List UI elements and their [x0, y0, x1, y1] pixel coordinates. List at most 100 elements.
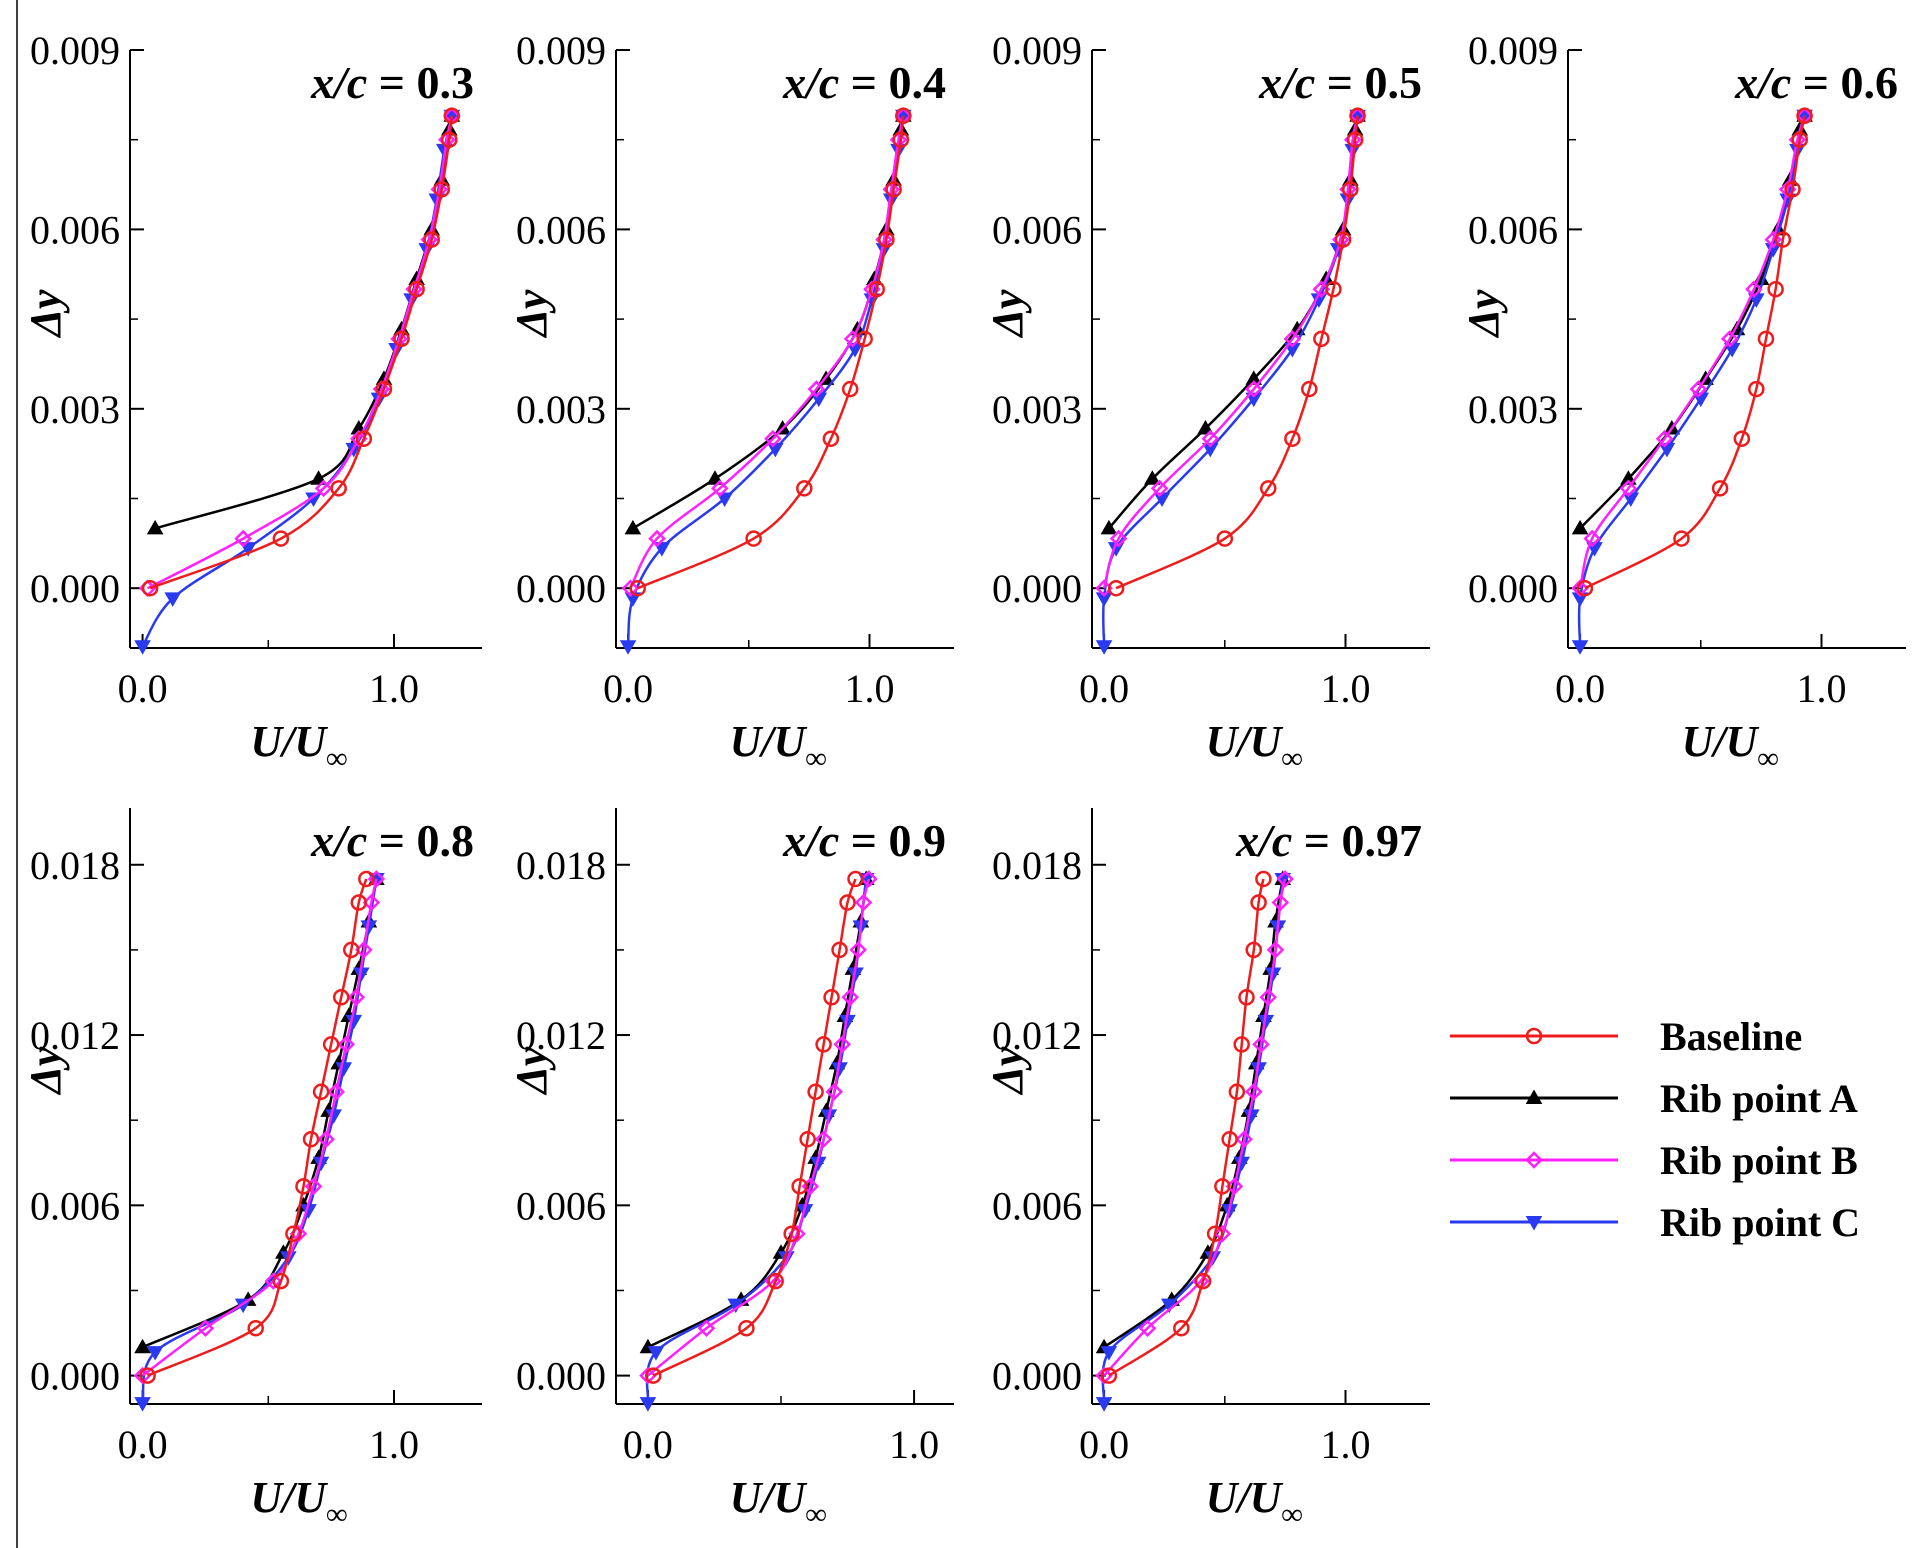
marker-rib-point-b — [317, 1130, 335, 1148]
series-line-rib-point-b — [141, 878, 378, 1377]
series-line-rib-point-a — [1579, 115, 1806, 530]
marker-baseline — [285, 1225, 302, 1242]
marker-baseline — [1673, 530, 1690, 547]
y-tick-label: 0.009 — [30, 28, 120, 73]
marker-rib-point-b — [849, 941, 867, 959]
marker-baseline — [895, 107, 912, 125]
y-axis-label: Δy — [21, 1046, 70, 1096]
marker-baseline — [247, 1319, 264, 1337]
marker-rib-point-b — [825, 1083, 844, 1101]
marker-baseline — [799, 1130, 816, 1148]
series-group — [133, 870, 386, 1412]
marker-baseline — [1301, 380, 1318, 398]
x-axis-label: U/U∞ — [250, 717, 347, 775]
x-tick-label: 0.0 — [1555, 666, 1605, 711]
marker-rib-point-b — [1655, 429, 1674, 448]
x-tick-label: 0.0 — [1079, 666, 1129, 711]
marker-rib-point-b — [833, 1035, 851, 1054]
x-tick-label: 1.0 — [1321, 666, 1371, 711]
marker-baseline — [1238, 989, 1255, 1006]
marker-baseline — [1233, 1036, 1250, 1053]
marker-baseline — [831, 941, 848, 959]
y-tick-label: 0.003 — [992, 387, 1082, 432]
y-tick-label: 0.006 — [516, 207, 606, 252]
series-line-baseline — [1108, 878, 1265, 1377]
x-tick-label: 1.0 — [369, 1422, 419, 1467]
marker-baseline — [1784, 181, 1801, 198]
legend-marker-rib-point-c — [1525, 1216, 1543, 1231]
marker-rib-point-b — [350, 429, 368, 448]
marker-baseline — [302, 1130, 320, 1148]
marker-rib-point-b — [1201, 429, 1220, 448]
marker-rib-point-b — [133, 1366, 152, 1385]
marker-baseline — [1791, 131, 1809, 148]
series-line-rib-point-a — [142, 878, 378, 1349]
marker-baseline — [815, 1036, 832, 1053]
marker-rib-point-b — [1095, 1366, 1113, 1385]
series-line-baseline — [147, 878, 368, 1377]
marker-rib-point-b — [814, 1130, 833, 1148]
marker-baseline — [1349, 107, 1366, 125]
y-tick-label: 0.012 — [516, 1013, 606, 1058]
marker-rib-point-b — [1150, 479, 1169, 498]
marker-rib-point-b — [1235, 1130, 1253, 1148]
marker-baseline — [1259, 480, 1277, 497]
marker-rib-point-a — [146, 519, 164, 535]
x-tick-label: 0.0 — [623, 1422, 673, 1467]
marker-rib-point-c — [716, 492, 733, 508]
y-tick-label: 0.003 — [30, 387, 120, 432]
marker-rib-point-b — [1583, 529, 1601, 548]
marker-rib-point-a — [1100, 519, 1118, 535]
legend-marker-rib-point-b — [1525, 1151, 1543, 1169]
y-tick-label: 0.006 — [992, 207, 1082, 252]
marker-baseline — [1284, 430, 1301, 447]
x-tick-label: 1.0 — [369, 666, 419, 711]
legend-label-rib-point-b: Rib point B — [1660, 1138, 1858, 1183]
y-tick-label: 0.012 — [992, 1013, 1082, 1058]
marker-baseline — [1313, 330, 1330, 348]
y-axis-label: Δy — [983, 289, 1032, 339]
marker-rib-point-c — [1202, 442, 1219, 458]
marker-baseline — [312, 1083, 330, 1101]
legend: Baseline Rib point A Rib point B Rib point … — [1450, 1014, 1860, 1245]
x-tick-label: 1.0 — [845, 666, 895, 711]
marker-baseline — [645, 1367, 662, 1384]
series-group — [619, 107, 913, 655]
y-tick-label: 0.018 — [516, 843, 606, 888]
x-axis-label: U/U∞ — [1206, 1473, 1303, 1531]
marker-rib-point-b — [337, 1035, 355, 1054]
chart-panel-6: 0.000 0.006 0.012 0.018 0.0 1.0 U/U∞ Δy x/c = 0.… — [507, 808, 954, 1531]
marker-baseline — [423, 231, 440, 248]
series-line-baseline — [652, 878, 857, 1377]
marker-rib-point-b — [639, 1366, 657, 1385]
series-line-rib-point-c — [1577, 115, 1806, 647]
marker-rib-point-b — [1571, 579, 1589, 597]
marker-baseline — [847, 870, 864, 888]
marker-rib-point-c — [239, 542, 257, 557]
x-axis-label: U/U∞ — [730, 717, 827, 775]
marker-rib-point-b — [1244, 380, 1263, 398]
legend-label-rib-point-a: Rib point A — [1660, 1076, 1858, 1121]
y-axis-label: Δy — [983, 1046, 1032, 1096]
panel-title: x/c = 0.9 — [782, 815, 946, 866]
marker-rib-point-c — [134, 1397, 151, 1412]
y-tick-label: 0.000 — [516, 1354, 606, 1399]
chart-panel-2: 0.000 0.003 0.006 0.009 0.0 1.0 U/U∞ Δy x/c = 0.… — [507, 28, 954, 775]
marker-rib-point-a — [624, 519, 642, 535]
marker-rib-point-b — [621, 579, 640, 597]
y-axis-label: Δy — [507, 1046, 556, 1096]
chart-panel-3: 0.000 0.003 0.006 0.009 0.0 1.0 U/U∞ Δy x/c = 0.… — [983, 28, 1430, 775]
marker-baseline — [738, 1319, 755, 1337]
marker-rib-point-b — [697, 1319, 716, 1337]
marker-rib-point-a — [1197, 420, 1214, 435]
marker-baseline — [330, 480, 347, 497]
marker-rib-point-a — [1144, 470, 1161, 485]
panel-title: x/c = 0.3 — [310, 57, 474, 108]
marker-rib-point-a — [1245, 370, 1263, 385]
y-tick-label: 0.003 — [516, 387, 606, 432]
y-tick-label: 0.000 — [992, 1354, 1082, 1399]
chart-panel-1: 0.000 0.003 0.006 0.009 0.0 1.0 U/U∞ Δy x/c = 0.… — [21, 28, 482, 775]
legend-marker-baseline — [1525, 1027, 1543, 1045]
marker-rib-point-c — [1245, 392, 1263, 408]
